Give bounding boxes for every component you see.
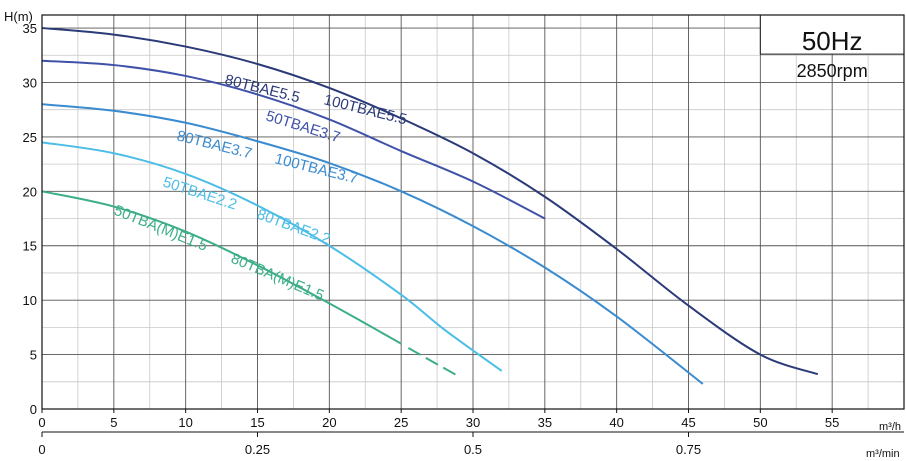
x-tick-label: 30 [466,415,480,430]
frequency-box-background [760,15,904,55]
x2-tick-label: 0.5 [464,442,482,457]
x-tick-label: 35 [538,415,552,430]
curve-5-dashed-extension [407,347,460,378]
y-tick-label: 15 [23,239,37,254]
curves [41,27,819,385]
y-tick-label: 30 [23,75,37,90]
x-tick-label: 10 [178,415,192,430]
x2-tick-label: 0 [38,442,45,457]
x-tick-label: 5 [110,415,117,430]
curve-label: 80TBAE3.7 [175,127,254,162]
frequency-label: 50Hz [802,26,863,56]
curve-5 [41,190,402,345]
speed-label: 2850rpm [797,61,868,81]
x-tick-label: 20 [322,415,336,430]
x-tick-label: 55 [825,415,839,430]
x-tick-label: 25 [394,415,408,430]
x2-axis-unit: m³/min [866,448,900,460]
curve-label: 100TBAE3.7 [273,150,360,187]
x-tick-label: 40 [609,415,623,430]
curve-4 [41,141,503,372]
curve-label: 50TBA(M)E1.5 [112,202,210,255]
frequency-box: 50Hz 2850rpm [759,15,904,81]
curve-2 [41,59,546,220]
y-tick-label: 20 [23,184,37,199]
curve-1 [41,27,819,376]
y-tick-label: 35 [23,21,37,36]
curve-label: 80TBAE5.5 [223,71,302,106]
secondary-x-axis: 0 0.25 0.5 0.75 [38,431,904,457]
curve-label: 80TBA(M)E1.5 [228,250,326,304]
y-tick-label: 10 [23,293,37,308]
y-axis-label: H(m) [4,9,33,24]
major-grid [42,15,904,409]
x-tick-label: 50 [753,415,767,430]
x-axis-unit: m³/h [879,421,901,433]
curve-label: 50TBAE3.7 [264,108,342,147]
x-tick-label: 15 [250,415,264,430]
x-axis-ticks: 0 5 10 15 20 25 30 35 40 45 50 55 [38,409,839,430]
curve-3 [41,103,704,385]
y-tick-label: 5 [30,348,37,363]
x2-tick-label: 0.75 [676,442,701,457]
x2-tick-label: 0.25 [245,442,270,457]
x-tick-label: 0 [38,415,45,430]
y-tick-label: 25 [23,130,37,145]
x-tick-label: 45 [681,415,695,430]
y-tick-label: 0 [30,402,37,417]
y-axis-ticks: 0 5 10 15 20 25 30 35 [23,21,37,417]
